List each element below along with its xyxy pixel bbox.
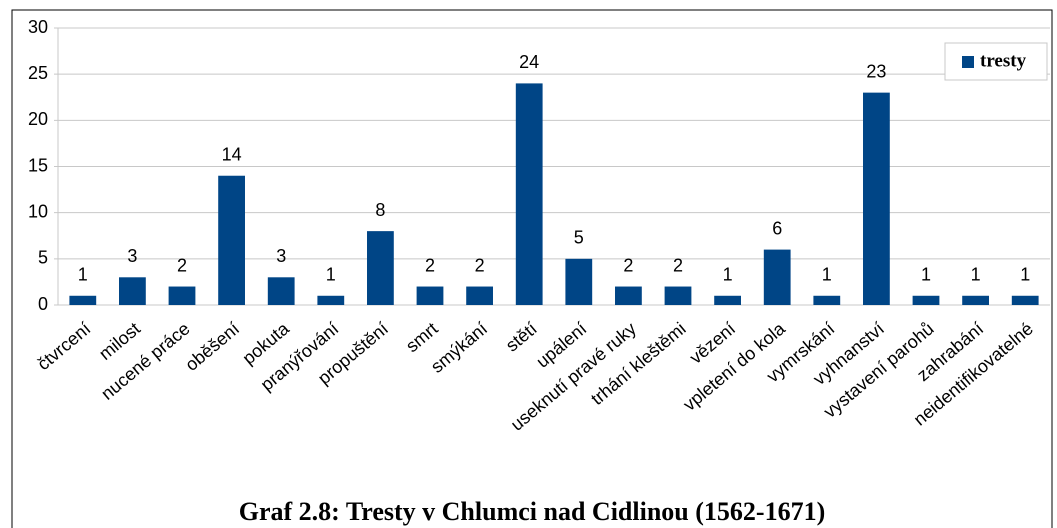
bar <box>813 295 841 305</box>
bar <box>565 258 593 305</box>
bar <box>962 295 989 305</box>
data-label: 2 <box>177 255 187 275</box>
bar <box>1011 295 1039 305</box>
bar <box>912 295 940 305</box>
bar <box>119 277 146 305</box>
data-label: 2 <box>623 255 633 275</box>
data-label: 1 <box>1020 265 1030 285</box>
data-label: 3 <box>276 246 286 266</box>
data-label: 8 <box>375 200 385 220</box>
data-label: 3 <box>127 246 137 266</box>
x-tick-label: nucené práce <box>97 318 193 403</box>
data-label: 23 <box>866 61 886 81</box>
y-tick-label: 25 <box>28 63 48 83</box>
data-label: 6 <box>772 218 782 238</box>
bar <box>317 295 345 305</box>
data-label: 2 <box>673 255 683 275</box>
data-label: 1 <box>723 265 733 285</box>
y-tick-label: 20 <box>28 109 48 129</box>
x-tick-label: oběšení <box>181 318 243 374</box>
data-label: 2 <box>425 255 435 275</box>
chart-border <box>11 9 1053 528</box>
bar <box>168 286 196 305</box>
legend-label: tresty <box>980 50 1027 71</box>
data-label: 1 <box>971 265 981 285</box>
x-tick-label: stětí <box>502 318 541 355</box>
y-tick-label: 10 <box>28 201 48 221</box>
data-label: 2 <box>475 255 485 275</box>
bar <box>515 83 543 306</box>
bar <box>367 231 394 305</box>
data-label: 24 <box>519 52 539 72</box>
bar <box>664 286 692 305</box>
x-tick-label: smrt <box>402 318 442 356</box>
data-label: 5 <box>574 228 584 248</box>
bar <box>763 249 791 305</box>
data-label: 1 <box>78 265 88 285</box>
bar <box>416 286 444 305</box>
bar <box>466 286 493 305</box>
bar <box>267 277 295 305</box>
x-tick-label: smýkání <box>427 318 491 376</box>
bar <box>714 295 741 305</box>
chart-title: Graf 2.8: Tresty v Chlumci nad Cidlinou … <box>239 497 825 526</box>
bar <box>863 92 890 305</box>
y-tick-label: 0 <box>38 294 48 314</box>
bar <box>615 286 642 305</box>
x-tick-label: čtvrcení <box>33 318 94 374</box>
y-tick-label: 15 <box>28 155 48 175</box>
data-label: 1 <box>921 265 931 285</box>
data-label: 1 <box>326 265 336 285</box>
legend-swatch <box>962 56 974 68</box>
y-tick-label: 5 <box>38 248 48 268</box>
y-tick-label: 30 <box>28 17 48 37</box>
data-label: 1 <box>822 265 832 285</box>
bar <box>69 295 97 305</box>
bar <box>218 175 245 305</box>
data-label: 14 <box>222 144 242 164</box>
